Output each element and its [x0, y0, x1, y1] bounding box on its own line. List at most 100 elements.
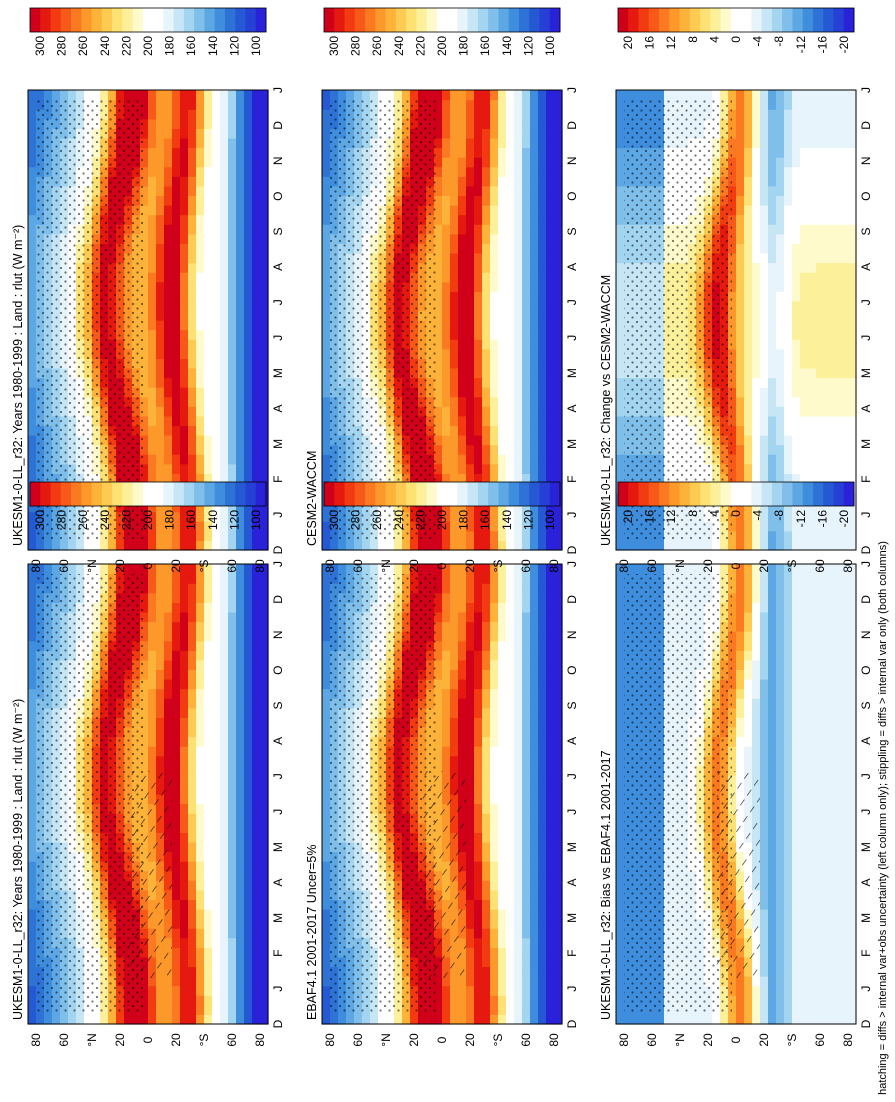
- heatmap-cell: [220, 880, 229, 891]
- heatmap-cell: [236, 300, 245, 312]
- heatmap-cell: [28, 176, 37, 187]
- heatmap-cell: [514, 358, 523, 369]
- heatmap-cell: [204, 995, 213, 1006]
- heatmap-cell: [450, 511, 459, 522]
- heatmap-cell: [554, 387, 563, 398]
- heatmap-cell: [546, 765, 555, 776]
- heatmap-cell: [474, 870, 483, 881]
- heatmap-cell: [442, 602, 451, 613]
- heatmap-cell: [506, 822, 515, 833]
- heatmap-cell: [180, 281, 189, 292]
- heatmap-cell: [204, 281, 213, 292]
- heatmap-cell: [220, 454, 229, 465]
- heatmap-cell: [260, 841, 269, 853]
- heatmap-cell: [244, 502, 253, 513]
- heatmap-cell: [28, 918, 37, 929]
- heatmap-cell: [236, 425, 245, 436]
- heatmap-cell: [498, 367, 507, 379]
- heatmap-cell: [180, 425, 189, 436]
- x-tick-label: D: [271, 595, 285, 604]
- heatmap-cell: [322, 640, 331, 651]
- heatmap-cell: [482, 511, 491, 522]
- heatmap-cell: [204, 707, 213, 718]
- heatmap-cell: [490, 784, 499, 795]
- heatmap-cell: [212, 611, 221, 623]
- x-tick-label: A: [271, 404, 285, 412]
- heatmap-cell: [482, 861, 491, 872]
- heatmap-cell: [490, 909, 499, 920]
- heatmap-cell: [236, 454, 245, 465]
- heatmap-cell: [164, 425, 173, 436]
- heatmap-cell: [188, 880, 197, 891]
- heatmap-cell: [236, 320, 245, 331]
- heatmap-cell: [228, 367, 237, 379]
- x-tick-label: O: [271, 665, 285, 674]
- heatmap-cell: [156, 291, 165, 302]
- heatmap-cell: [196, 233, 205, 244]
- x-tick-label: J: [271, 809, 285, 815]
- heatmap-cell: [172, 707, 181, 718]
- heatmap-cell: [498, 736, 507, 747]
- heatmap-cell: [538, 774, 547, 786]
- heatmap-cell: [92, 540, 101, 551]
- heatmap-cell: [322, 377, 331, 388]
- heatmap-cell: [28, 1014, 37, 1025]
- heatmap-cell: [244, 631, 253, 642]
- heatmap-cell: [220, 726, 229, 738]
- heatmap-cell: [188, 870, 197, 881]
- heatmap-cell: [450, 995, 459, 1006]
- heatmap-cell: [490, 530, 499, 542]
- heatmap-cell: [188, 137, 197, 149]
- heatmap-cell: [140, 463, 149, 474]
- heatmap-cell: [538, 928, 547, 939]
- heatmap-cell: [260, 272, 269, 283]
- heatmap-cell: [172, 435, 181, 446]
- heatmap-cell: [554, 899, 563, 910]
- heatmap-cell: [522, 765, 531, 776]
- heatmap-cell: [434, 521, 443, 532]
- heatmap-cell: [164, 435, 173, 446]
- heatmap-cell: [482, 454, 491, 465]
- heatmap-cell: [482, 502, 491, 513]
- heatmap-cell: [450, 755, 459, 766]
- heatmap-cell: [132, 564, 141, 575]
- heatmap-cell: [28, 640, 37, 651]
- heatmap-cell: [260, 774, 269, 786]
- heatmap-cell: [450, 765, 459, 776]
- heatmap-cell: [180, 205, 189, 216]
- heatmap-cell: [28, 870, 37, 881]
- heatmap-cell: [236, 205, 245, 216]
- heatmap-cell: [220, 832, 229, 843]
- heatmap-cell: [474, 899, 483, 910]
- heatmap-cell: [68, 1014, 77, 1025]
- heatmap-cell: [466, 611, 475, 623]
- heatmap-cell: [252, 592, 261, 603]
- heatmap-cell: [204, 841, 213, 853]
- heatmap-cell: [498, 583, 507, 594]
- heatmap-cell: [28, 1004, 37, 1016]
- heatmap-cell: [546, 463, 555, 474]
- heatmap-cell: [236, 396, 245, 407]
- heatmap-cell: [148, 310, 157, 321]
- heatmap-cell: [228, 214, 237, 225]
- heatmap-cell: [172, 358, 181, 369]
- heatmap-cell: [538, 463, 547, 474]
- heatmap-cell: [28, 947, 37, 958]
- heatmap-cell: [196, 463, 205, 474]
- heatmap-cell: [28, 90, 37, 101]
- heatmap-cell: [546, 976, 555, 987]
- x-tick-label: D: [565, 595, 579, 604]
- heatmap-cell: [370, 540, 379, 551]
- heatmap-cell: [180, 463, 189, 474]
- heatmap-cell: [506, 387, 515, 398]
- heatmap-cell: [204, 377, 213, 388]
- heatmap-cell: [204, 899, 213, 910]
- heatmap-cell: [188, 473, 197, 484]
- heatmap-cell: [434, 463, 443, 474]
- heatmap-cell: [244, 909, 253, 920]
- heatmap-cell: [28, 717, 37, 728]
- heatmap-cell: [212, 755, 221, 766]
- heatmap-cell: [482, 463, 491, 474]
- heatmap-cell: [490, 669, 499, 680]
- heatmap-cell: [252, 583, 261, 594]
